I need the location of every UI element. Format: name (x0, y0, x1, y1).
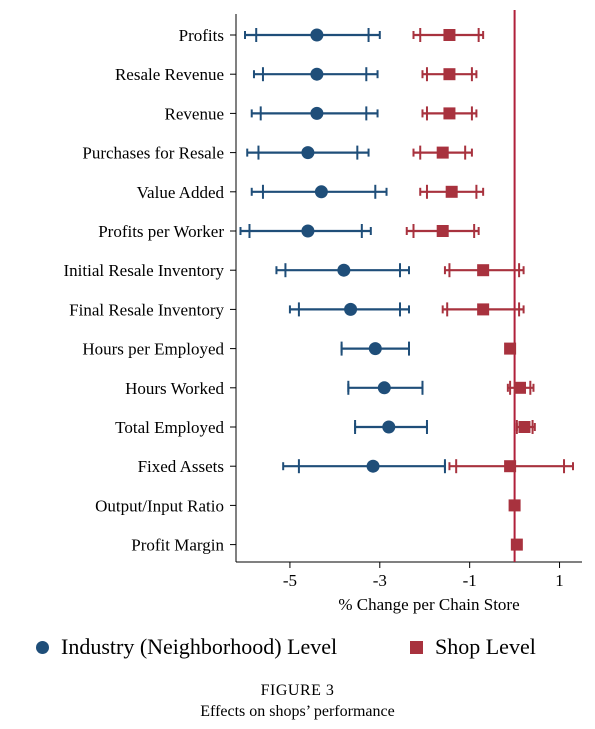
category-label: Output/Input Ratio (95, 496, 224, 515)
data-point-industry (310, 67, 324, 81)
legend: Industry (Neighborhood) Level Shop Level (0, 634, 595, 674)
data-point-shop (443, 107, 456, 120)
category-label: Initial Resale Inventory (63, 261, 224, 280)
data-point-industry (310, 106, 324, 120)
category-label: Final Resale Inventory (69, 300, 224, 319)
data-point-industry (382, 420, 396, 434)
legend-square-marker (410, 640, 423, 654)
category-label: Profits per Worker (98, 222, 224, 241)
category-label: Total Employed (115, 418, 224, 437)
data-point-shop (510, 538, 523, 551)
data-point-shop (518, 421, 531, 433)
category-label: Fixed Assets (138, 457, 224, 476)
data-point-industry (337, 263, 351, 277)
x-axis-title: % Change per Chain Store (338, 595, 519, 614)
legend-circle-marker (36, 640, 49, 654)
x-tick-label: 1 (555, 571, 564, 590)
category-label: Purchases for Resale (82, 144, 224, 163)
data-point-industry (301, 224, 315, 238)
data-point-shop (436, 146, 449, 159)
figure-number: FIGURE 3 (260, 682, 335, 699)
data-point-shop (508, 499, 521, 512)
legend-label-industry: Industry (Neighborhood) Level (61, 634, 338, 659)
x-tick-label: -3 (373, 571, 387, 590)
category-label: Hours Worked (125, 379, 224, 398)
data-point-shop (513, 381, 526, 394)
data-point-industry (344, 302, 358, 316)
data-point-shop (443, 29, 456, 41)
data-point-industry (310, 28, 324, 42)
x-tick-label: -1 (463, 571, 477, 590)
data-point-shop (445, 185, 458, 198)
data-point-shop (477, 303, 490, 316)
category-label: Profit Margin (131, 536, 224, 555)
category-label: Hours per Employed (82, 340, 224, 359)
category-label: Profits (179, 26, 224, 45)
data-point-industry (301, 146, 315, 160)
x-tick-label: -5 (283, 571, 297, 590)
figure-title: Effects on shops’ performance (200, 703, 395, 720)
category-label: Value Added (137, 183, 225, 202)
legend-item-shop: Shop Level (410, 634, 536, 660)
legend-label-shop: Shop Level (435, 634, 536, 659)
data-point-shop (443, 68, 456, 81)
data-point-industry (368, 342, 382, 356)
data-point-industry (366, 459, 380, 473)
chart: Profits Resale Revenue Revenue Purchases fo… (63, 10, 582, 614)
legend-item-industry: Industry (Neighborhood) Level (36, 634, 337, 660)
category-label: Resale Revenue (115, 65, 224, 84)
data-point-industry (314, 185, 328, 199)
data-point-shop (504, 342, 517, 355)
data-point-shop (477, 264, 490, 277)
data-point-shop (504, 460, 517, 473)
data-point-shop (436, 225, 449, 237)
data-point-industry (377, 381, 391, 395)
category-label: Revenue (165, 104, 224, 123)
